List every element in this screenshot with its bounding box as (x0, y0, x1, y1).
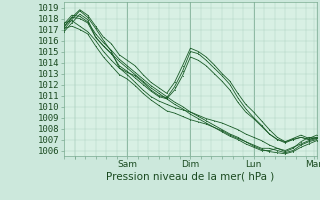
X-axis label: Pression niveau de la mer( hPa ): Pression niveau de la mer( hPa ) (106, 172, 275, 182)
